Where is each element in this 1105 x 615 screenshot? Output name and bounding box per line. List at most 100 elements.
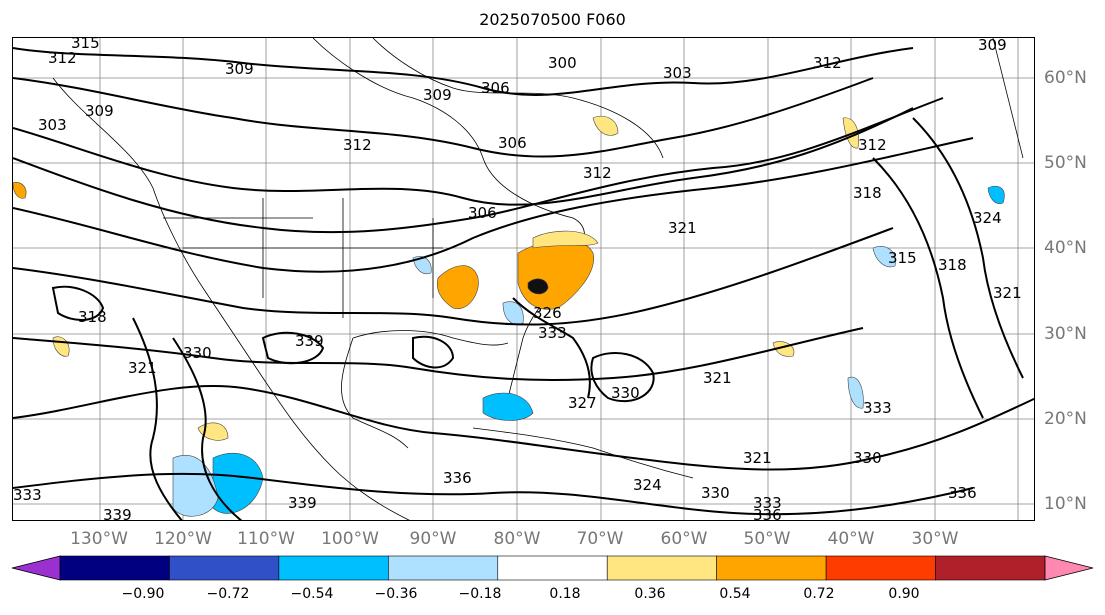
contour-label: 300	[548, 54, 577, 72]
light-blue-region-1	[172, 455, 219, 517]
contour-label: 309	[225, 60, 254, 78]
contour-label: 309	[85, 102, 114, 120]
shaded-fields	[13, 115, 1005, 517]
contour-label: 303	[38, 116, 67, 134]
lon-label-70w: 70°W	[576, 529, 624, 549]
contour-label: 321	[703, 369, 732, 387]
colorbar-left-arrow	[11, 555, 61, 581]
contour-label-group: 315 312 309 309 303 306 309 300 303 312 …	[13, 38, 1022, 521]
contour-label: 306	[468, 204, 497, 222]
contour-label: 336	[753, 506, 782, 521]
light-blue-region-5	[412, 256, 432, 275]
contour-label: 324	[633, 476, 662, 494]
contour-label: 330	[853, 449, 882, 467]
contour-label: 312	[813, 54, 842, 72]
contour-label: 315	[888, 249, 917, 267]
colorbar-segment	[388, 555, 499, 581]
lon-label-80w: 80°W	[493, 529, 541, 549]
lat-label-20n: 20°N	[1044, 409, 1087, 429]
blue-region-1	[482, 392, 534, 421]
map-canvas: 315 312 309 309 303 306 309 300 303 312 …	[13, 38, 1034, 521]
contour-label: 330	[611, 384, 640, 402]
contour-label: 306	[481, 79, 510, 97]
colorbar-segment	[497, 555, 608, 581]
contour-label: 318	[853, 184, 882, 202]
lat-label-50n: 50°N	[1044, 153, 1087, 173]
contour-label: 333	[13, 486, 42, 504]
contour-label: 321	[743, 449, 772, 467]
contour-label: 309	[423, 86, 452, 104]
orange-region-central	[436, 265, 479, 310]
contour-label: 321	[128, 359, 157, 377]
lon-label-90w: 90°W	[409, 529, 457, 549]
lon-label-30w: 30°W	[911, 529, 959, 549]
lon-label-60w: 60°W	[660, 529, 708, 549]
contour-label: 312	[48, 49, 77, 67]
colorbar-tick: −0.18	[458, 586, 502, 602]
colorbar-tick: 0.36	[634, 586, 666, 602]
colorbar-tick: 0.18	[549, 586, 581, 602]
colorbar-segment	[278, 555, 389, 581]
contour-label: 333	[538, 324, 567, 342]
contour-label: 312	[343, 136, 372, 154]
lon-label-120w: 120°W	[154, 529, 212, 549]
contour-label: 303	[663, 64, 692, 82]
lon-label-50w: 50°W	[743, 529, 791, 549]
dark-low-center	[527, 278, 549, 295]
contour-label: 318	[938, 256, 967, 274]
contour-label: 312	[858, 136, 887, 154]
contour-label: 306	[498, 134, 527, 152]
lat-label-40n: 40°N	[1044, 238, 1087, 258]
contour-lines	[13, 47, 1034, 520]
contour-label: 333	[753, 494, 782, 512]
orange-region-east	[517, 239, 594, 310]
colorbar-segment	[606, 555, 717, 581]
contour-label: 336	[443, 469, 472, 487]
lon-label-100w: 100°W	[321, 529, 379, 549]
light-blue-region-2	[502, 301, 524, 325]
colorbar-segments	[59, 555, 1046, 581]
colorbar-tick: −0.90	[121, 586, 165, 602]
colorbar-segment	[169, 555, 280, 581]
colorbar-tick: 0.72	[803, 586, 835, 602]
blue-region-2	[212, 452, 264, 514]
map-frame: 315 312 309 309 303 306 309 300 303 312 …	[12, 37, 1035, 521]
lon-label-40w: 40°W	[827, 529, 875, 549]
contour-label: 315	[71, 38, 100, 52]
contour-label: 339	[295, 332, 324, 350]
light-blue-region-4	[847, 376, 864, 409]
colorbar-segment	[716, 555, 827, 581]
colorbar-segment	[935, 555, 1046, 581]
colorbar-tick: −0.72	[206, 586, 250, 602]
contour-label: 326	[533, 304, 562, 322]
lon-label-110w: 110°W	[237, 529, 295, 549]
colorbar-tick: −0.36	[374, 586, 418, 602]
contour-label: 318	[78, 308, 107, 326]
gridlines	[13, 38, 1034, 520]
yellow-region-2	[592, 115, 619, 136]
contour-label: 321	[993, 284, 1022, 302]
contour-label: 309	[978, 38, 1007, 54]
contour-label: 327	[568, 394, 597, 412]
contour-label: 312	[583, 164, 612, 182]
contour-label: 333	[863, 399, 892, 417]
contour-label: 330	[701, 484, 730, 502]
lat-label-60n: 60°N	[1044, 68, 1087, 88]
contour-label: 336	[948, 484, 977, 502]
colorbar-tick: −0.54	[290, 586, 334, 602]
lat-label-10n: 10°N	[1044, 494, 1087, 514]
colorbar-segment	[59, 555, 170, 581]
yellow-region-5	[52, 336, 70, 357]
colorbar-tick: 0.54	[719, 586, 751, 602]
colorbar-tick: 0.90	[888, 586, 920, 602]
lat-label-30n: 30°N	[1044, 324, 1087, 344]
yellow-region-1	[532, 230, 599, 249]
colorbar	[11, 555, 1094, 581]
contour-label: 324	[973, 209, 1002, 227]
contour-label: 321	[668, 219, 697, 237]
contour-label: 339	[103, 506, 132, 521]
contour-label: 330	[183, 344, 212, 362]
colorbar-right-arrow	[1044, 555, 1094, 581]
colorbar-segment	[825, 555, 936, 581]
orange-region-2	[13, 182, 27, 199]
